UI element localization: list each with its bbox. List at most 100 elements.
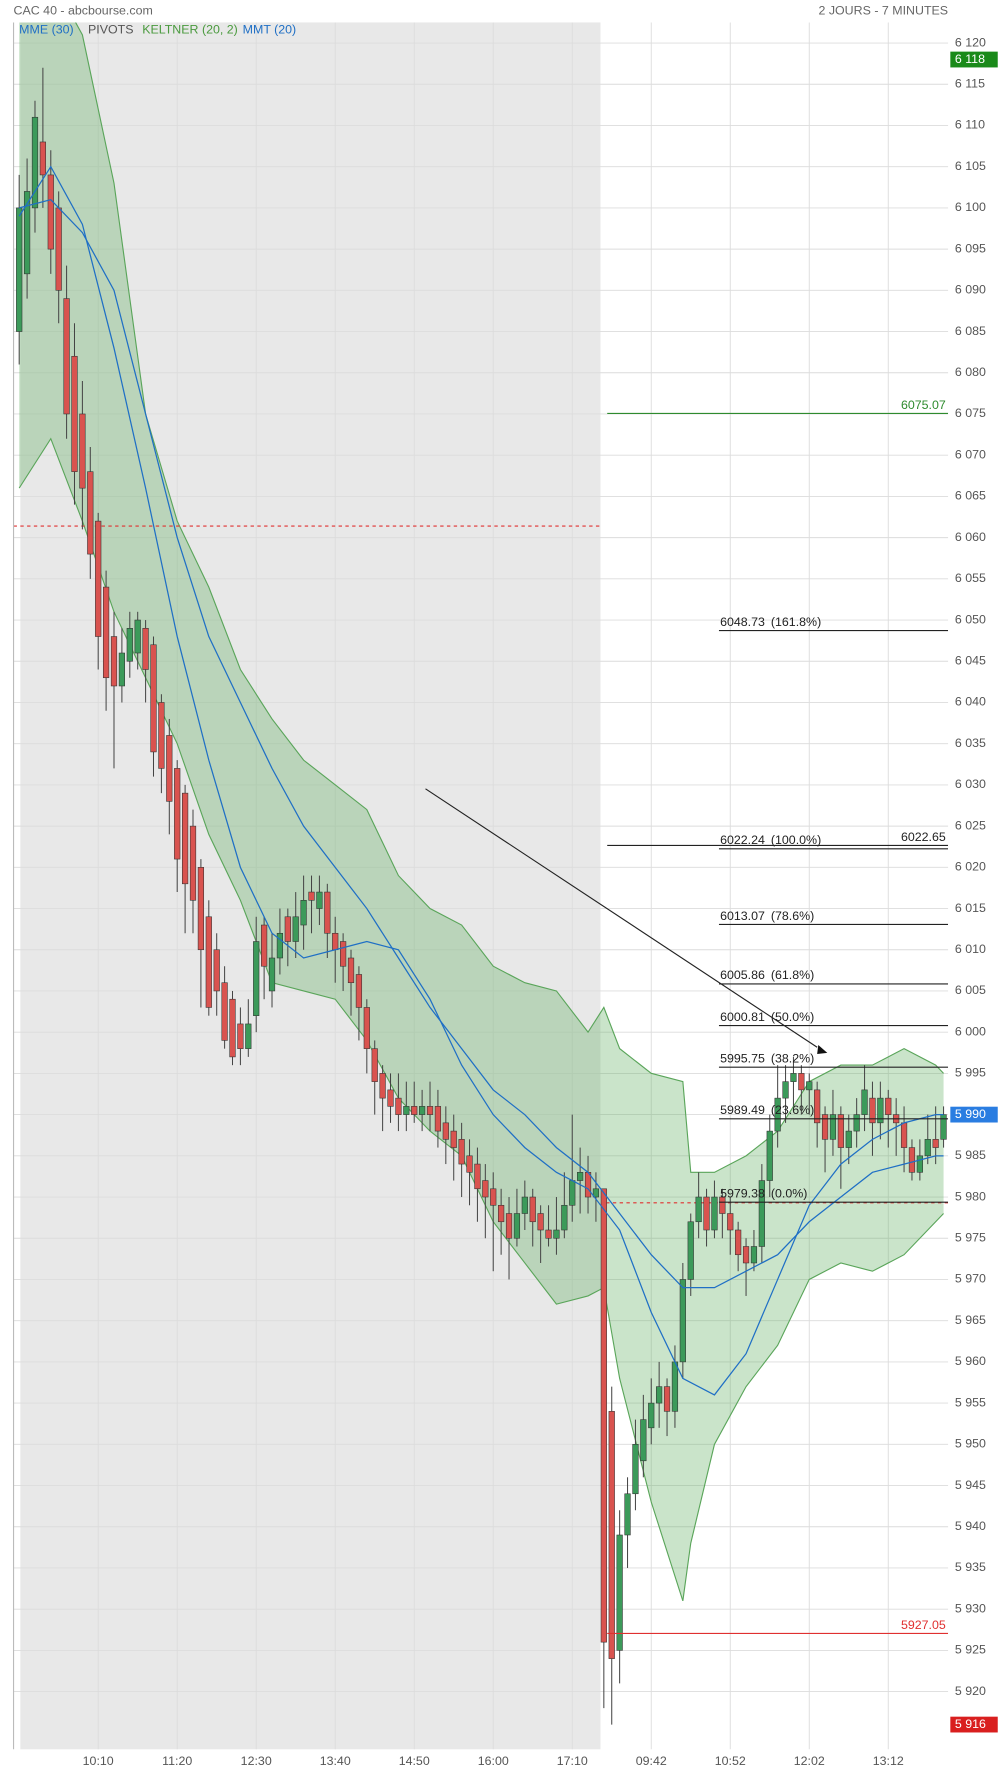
candle-body (758, 1180, 765, 1247)
fib-price: 5989.49 (720, 1103, 765, 1117)
candle-body (63, 298, 70, 415)
fib-price: 5995.75 (720, 1052, 765, 1066)
candle-body (735, 1229, 742, 1256)
y-tick-label: 5 945 (955, 1478, 986, 1492)
candle-body (750, 1246, 758, 1264)
candle-body (537, 1213, 544, 1231)
price-badge-label: 5 990 (955, 1107, 986, 1121)
y-tick-label: 6 030 (955, 777, 986, 791)
y-tick-label: 5 995 (955, 1066, 986, 1080)
price-badge-label: 5 916 (955, 1717, 986, 1731)
fib-ratio: (100.0%) (771, 833, 821, 847)
candle-body (174, 768, 181, 860)
candle-body (31, 116, 39, 209)
candle-body (403, 1106, 410, 1115)
y-tick-label: 6 005 (955, 983, 986, 997)
candle-body (782, 1081, 789, 1099)
y-tick-label: 6 010 (955, 942, 986, 956)
y-tick-label: 6 085 (955, 324, 986, 338)
candle-body (632, 1444, 639, 1495)
candle-body (79, 413, 86, 489)
moving-average (18, 165, 944, 1396)
candle-body (253, 941, 260, 1016)
candle-body (213, 949, 220, 992)
candle-body (126, 628, 133, 662)
candle-body (853, 1114, 860, 1132)
candle-body (806, 1081, 813, 1091)
y-tick-label: 5 940 (955, 1519, 986, 1533)
previous-session-shade (20, 22, 601, 1750)
fib-ratio: (78.6%) (771, 909, 814, 923)
y-tick-label: 6 070 (955, 447, 986, 461)
y-tick-label: 5 925 (955, 1643, 986, 1657)
candle-body (39, 141, 46, 176)
candle-body (340, 941, 347, 967)
y-tick-label: 5 965 (955, 1313, 986, 1327)
x-tick-label: 12:02 (794, 1754, 825, 1768)
y-tick-label: 6 040 (955, 695, 986, 709)
fib-price: 6013.07 (720, 909, 765, 923)
fib-ratio: (38.2%) (771, 1052, 814, 1066)
candle-body (95, 520, 102, 637)
x-tick-label: 17:10 (557, 1754, 588, 1768)
y-tick-label: 6 105 (955, 159, 986, 173)
candle-body (118, 652, 125, 687)
candle-body (363, 1007, 370, 1049)
legend-entry: MME (30) (19, 23, 73, 37)
y-tick-label: 5 920 (955, 1684, 986, 1698)
y-tick-label: 6 090 (955, 283, 986, 297)
candle-body (482, 1180, 489, 1198)
candle-body (877, 1097, 884, 1124)
keltner-upper (74, 22, 944, 1173)
trend-arrow (817, 1045, 828, 1055)
candle-body (861, 1089, 868, 1115)
candle-body (87, 471, 94, 555)
candle-body (592, 1188, 600, 1198)
y-tick-label: 6 025 (955, 818, 986, 832)
candle-body (561, 1204, 568, 1231)
legend-entry: KELTNER (20, 2) (142, 23, 238, 37)
y-tick-label: 5 970 (955, 1272, 986, 1286)
candle-body (347, 957, 355, 984)
price-badge (950, 1716, 998, 1733)
candle-body (711, 1196, 718, 1231)
candle-body (924, 1139, 931, 1157)
candle-body (885, 1097, 892, 1115)
legend-entry: MMT (20) (243, 23, 297, 37)
trend-line (425, 788, 818, 1048)
candle-body (798, 1073, 805, 1091)
candle-body (16, 207, 23, 332)
candle-body (908, 1147, 916, 1173)
candle-body (932, 1139, 939, 1148)
y-tick-label: 5 975 (955, 1231, 986, 1245)
price-badge (950, 51, 998, 68)
fib-price: 5979.38 (720, 1187, 765, 1201)
fib-ratio: (61.8%) (771, 968, 814, 982)
chart-title: CAC 40 - abcbourse.com (14, 3, 153, 17)
x-tick-label: 13:40 (320, 1754, 351, 1768)
candle-body (600, 1188, 607, 1643)
candle-body (411, 1106, 418, 1115)
candle-body (308, 891, 315, 901)
candle-body (490, 1188, 497, 1206)
candle-body (450, 1130, 457, 1148)
candle-body (166, 735, 173, 802)
candle-body (110, 636, 118, 687)
y-tick-label: 6 100 (955, 200, 986, 214)
candle-body (569, 1180, 576, 1206)
fib-ratio: (0.0%) (771, 1187, 808, 1201)
candle-body (237, 1023, 244, 1049)
candle-body (505, 1213, 513, 1239)
candle-body (790, 1073, 797, 1082)
fib-price: 6000.81 (720, 1010, 765, 1024)
y-tick-label: 6 080 (955, 365, 986, 379)
candle-body (197, 867, 205, 951)
x-tick-label: 10:10 (83, 1754, 114, 1768)
x-tick-label: 10:52 (715, 1754, 746, 1768)
candle-body (300, 900, 307, 926)
candle-body (656, 1386, 663, 1404)
fib-ratio: (161.8%) (771, 615, 821, 629)
y-tick-label: 6 110 (955, 118, 985, 132)
candle-body (221, 982, 228, 1041)
